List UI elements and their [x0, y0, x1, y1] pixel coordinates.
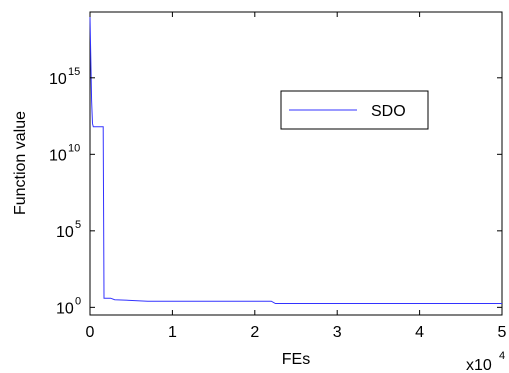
series-layer	[89, 16, 502, 304]
y-tick-label-exponent: 5	[75, 219, 81, 231]
x-tick-label: 0	[86, 324, 95, 341]
legend: SDO	[280, 90, 429, 130]
x-axis-label: FEs	[282, 351, 310, 368]
y-tick-label-base: 10	[49, 71, 67, 88]
series-line-sdo	[89, 16, 502, 304]
plot-area	[89, 11, 503, 316]
y-tick-label-base: 10	[56, 300, 74, 317]
x-tick-label: 2	[250, 324, 259, 341]
x-tick-label: 1	[168, 324, 177, 341]
x-ticks: 0 1 2 3 4 5	[86, 12, 507, 341]
x-scale-multiplier: x10 4	[466, 350, 505, 373]
legend-label-sdo: SDO	[371, 103, 406, 120]
x-scale-exponent: 4	[499, 350, 505, 362]
x-tick-label: 4	[415, 324, 424, 341]
x-tick-label: 3	[333, 324, 342, 341]
y-tick-label-base: 10	[49, 147, 67, 164]
y-axis-label: Function value	[12, 111, 29, 215]
x-scale-base: x10	[466, 357, 492, 373]
y-tick-label-exponent: 10	[68, 142, 80, 154]
y-tick-label-exponent: 15	[68, 66, 80, 78]
x-tick-label: 5	[498, 324, 507, 341]
y-tick-label-base: 10	[56, 224, 74, 241]
y-tick-label-exponent: 0	[75, 295, 81, 307]
